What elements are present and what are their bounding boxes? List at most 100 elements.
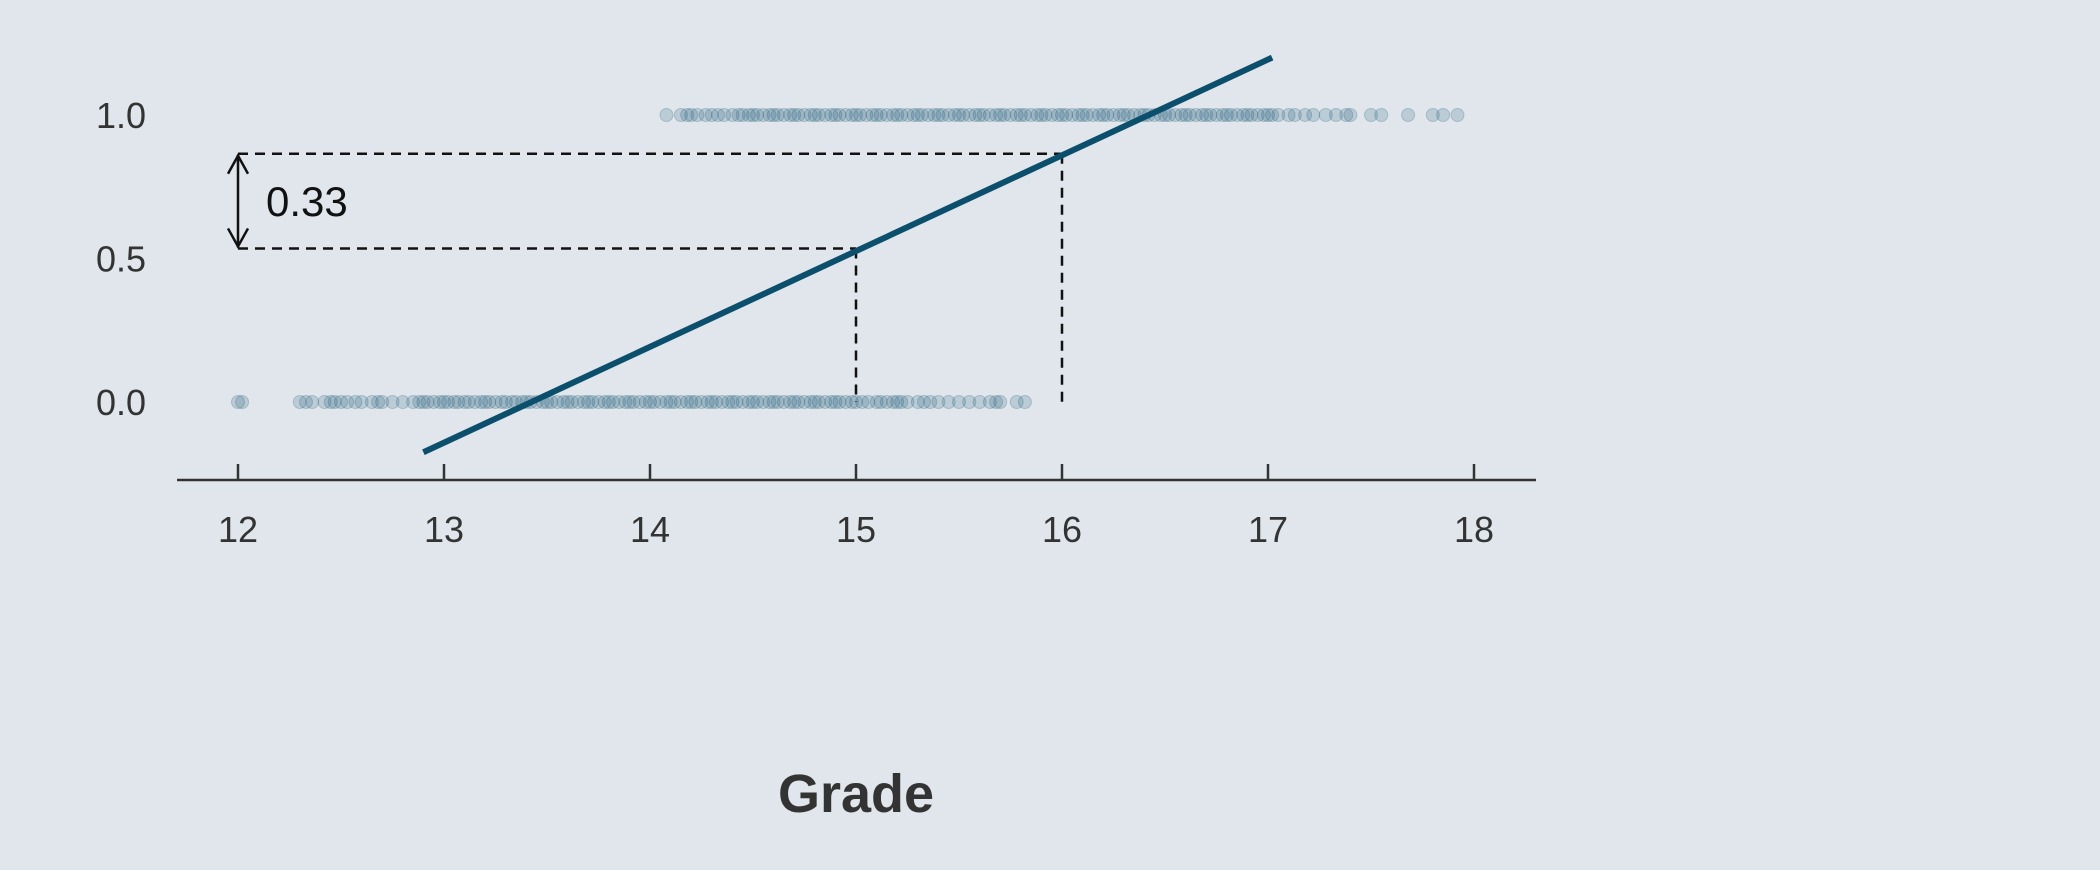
data-point	[1219, 108, 1234, 122]
data-point	[873, 108, 888, 122]
data-point	[1106, 108, 1121, 122]
data-point	[803, 108, 818, 122]
data-point	[591, 395, 606, 409]
data-point	[766, 395, 781, 409]
data-point	[680, 108, 695, 122]
data-point	[354, 395, 369, 409]
difference-label: 0.33	[266, 178, 348, 225]
data-point	[1009, 395, 1024, 409]
data-point	[853, 108, 868, 122]
data-point	[968, 108, 983, 122]
data-point	[1230, 108, 1245, 122]
data-point	[1223, 108, 1238, 122]
data-point	[688, 395, 703, 409]
data-point	[1256, 108, 1271, 122]
data-point	[1050, 108, 1065, 122]
data-point	[1009, 108, 1024, 122]
x-axis-ticks: 12 13 14 15 16 17 18	[218, 464, 1494, 550]
data-point	[941, 395, 956, 409]
data-point	[956, 108, 971, 122]
data-point	[1182, 108, 1197, 122]
data-point	[989, 395, 1004, 409]
data-point	[787, 395, 802, 409]
data-point	[704, 395, 719, 409]
data-point	[323, 395, 338, 409]
data-point	[704, 108, 719, 122]
data-point	[741, 108, 756, 122]
data-point	[731, 108, 746, 122]
x-tick-label: 13	[424, 509, 464, 550]
data-point	[797, 108, 812, 122]
data-point	[305, 395, 320, 409]
data-point	[807, 395, 822, 409]
x-axis-title: Grade	[778, 764, 934, 824]
data-point	[1178, 108, 1193, 122]
data-point	[1298, 108, 1313, 122]
data-point	[906, 108, 921, 122]
data-point	[832, 395, 847, 409]
data-point	[371, 395, 386, 409]
data-point	[684, 395, 699, 409]
data-point	[746, 108, 760, 122]
arrowhead-bottom	[226, 227, 250, 250]
regression-line	[422, 54, 1274, 455]
data-point	[803, 395, 818, 409]
data-point	[292, 395, 307, 409]
data-point	[1203, 108, 1218, 122]
data-point	[1339, 108, 1354, 122]
data-point	[828, 395, 843, 409]
data-point	[1044, 108, 1059, 122]
data-point	[348, 395, 363, 409]
data-point	[700, 395, 715, 409]
data-point	[412, 395, 427, 409]
data-point	[1096, 108, 1111, 122]
data-point	[859, 108, 874, 122]
data-point	[447, 395, 462, 409]
x-tick-label: 17	[1248, 509, 1288, 550]
x-tick-label: 18	[1454, 509, 1494, 550]
data-point	[756, 108, 771, 122]
data-point	[680, 395, 695, 409]
data-point	[416, 395, 431, 409]
data-point	[1065, 108, 1080, 122]
data-point	[1281, 108, 1296, 122]
data-point	[941, 108, 956, 122]
data-point	[1168, 108, 1183, 122]
y-tick-label: 1.0	[96, 95, 146, 136]
data-point	[921, 108, 936, 122]
data-point	[1003, 108, 1018, 122]
data-point	[725, 108, 740, 122]
data-point	[1318, 108, 1333, 122]
data-point	[886, 108, 901, 122]
data-point	[299, 395, 313, 409]
data-point	[643, 395, 657, 409]
data-point	[638, 395, 653, 409]
data-point	[766, 108, 781, 122]
data-point	[900, 395, 915, 409]
data-point	[1261, 108, 1275, 122]
data-point	[556, 395, 571, 409]
data-point	[735, 395, 750, 409]
data-point	[1329, 108, 1343, 122]
data-point	[1079, 108, 1094, 122]
data-point	[605, 395, 620, 409]
arrowhead-top	[226, 153, 250, 175]
data-point	[1244, 108, 1259, 122]
data-point	[426, 395, 441, 409]
data-point	[395, 395, 410, 409]
data-point	[451, 395, 466, 409]
data-point	[420, 395, 435, 409]
data-point	[684, 108, 699, 122]
data-point	[581, 395, 596, 409]
data-point	[1374, 108, 1389, 122]
data-point	[807, 108, 822, 122]
data-point	[618, 395, 633, 409]
data-point	[1265, 108, 1280, 122]
data-point	[626, 395, 641, 409]
data-point	[886, 395, 901, 409]
data-point	[818, 395, 833, 409]
points-y1	[659, 108, 1465, 122]
data-point	[690, 108, 705, 122]
data-point	[653, 395, 668, 409]
data-point	[721, 395, 736, 409]
